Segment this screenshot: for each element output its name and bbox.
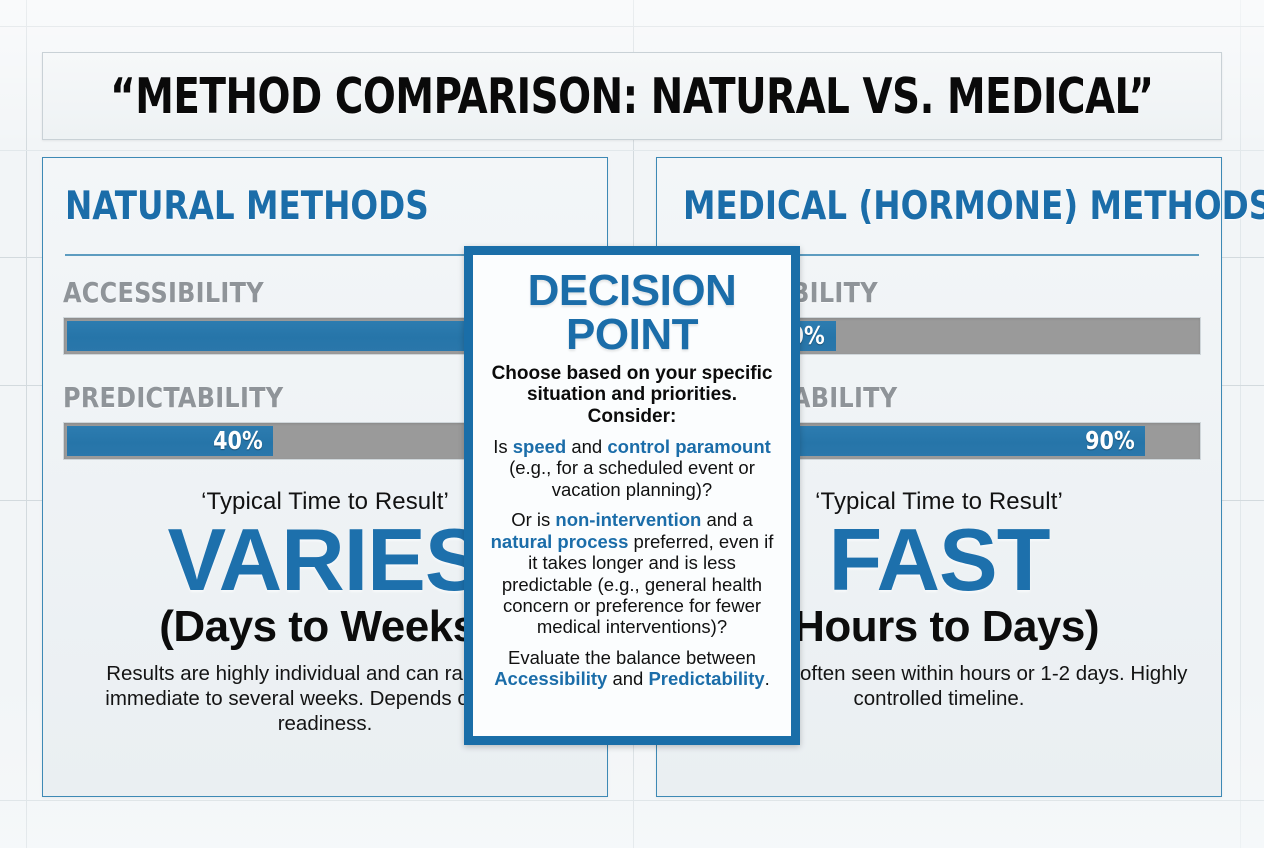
panel-natural-header: NATURAL METHODS	[43, 158, 607, 254]
progress-bar-value: 40%	[212, 426, 263, 455]
decision-point-card: DECISION POINT Choose based on your spec…	[464, 246, 800, 745]
decision-point-title: DECISION POINT	[489, 269, 775, 357]
highlight-speed: speed	[512, 435, 567, 457]
highlight-control-paramount: control paramount	[607, 435, 771, 457]
text-run: (e.g., for a scheduled event or vacation…	[509, 457, 755, 500]
progress-bar-fill: 40%	[67, 425, 274, 456]
panel-medical-header: MEDICAL (HORMONE) METHODS	[657, 158, 1264, 254]
decision-paragraph-2: Or is non-intervention and a natural pro…	[489, 509, 775, 638]
text-run: and	[607, 668, 649, 690]
text-run: Evaluate the balance between	[508, 646, 756, 668]
decision-paragraph-3: Evaluate the balance between Accessibili…	[489, 647, 775, 690]
decision-paragraph-1: Is speed and control paramount (e.g., fo…	[489, 436, 775, 500]
text-run: Is	[493, 435, 513, 457]
text-run: and a	[701, 509, 753, 531]
highlight-natural-process: natural process	[490, 530, 629, 552]
progress-bar-value: 90%	[1084, 426, 1135, 455]
decision-point-lead: Choose based on your specific situation …	[491, 363, 773, 427]
text-run: Or is	[511, 509, 556, 531]
page-title: “METHOD COMPARISON: NATURAL VS. MEDICAL”	[110, 67, 1154, 125]
text-run: .	[764, 668, 770, 690]
text-run: and	[566, 435, 608, 457]
highlight-predictability: Predictability	[648, 668, 765, 690]
decision-point-inner: DECISION POINT Choose based on your spec…	[473, 255, 791, 736]
title-box: “METHOD COMPARISON: NATURAL VS. MEDICAL”	[42, 52, 1222, 140]
highlight-accessibility: Accessibility	[494, 668, 608, 690]
panel-natural-heading: NATURAL METHODS	[65, 183, 429, 229]
decision-title-line-2: POINT	[566, 310, 698, 359]
panel-medical-heading: MEDICAL (HORMONE) METHODS	[683, 183, 1264, 229]
highlight-non-intervention: non-intervention	[555, 509, 702, 531]
decision-title-line-1: DECISION	[527, 266, 737, 315]
